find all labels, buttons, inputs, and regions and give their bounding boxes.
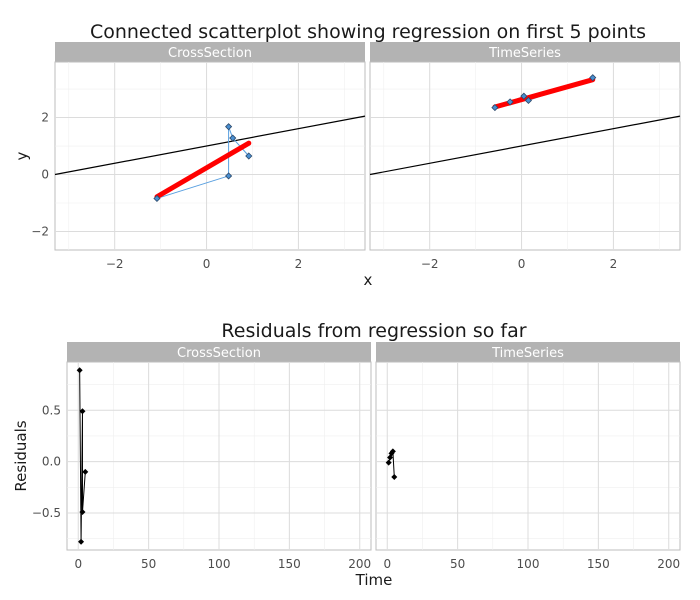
y-tick-label: 0.5 [42,403,61,417]
residual-point [389,448,396,455]
residual-point [76,367,83,374]
data-point [491,104,499,112]
bottom-strip-label-timeseries: TimeSeries [491,346,564,361]
bottom-y-tick-labels: −0.5 0.0 0.5 [32,403,61,520]
residual-point [78,538,85,545]
x-tick-label: 150 [278,557,301,571]
bottom-grid-timeseries [376,362,680,550]
data-point [589,74,597,82]
bottom-x-axis-title: Time [355,571,393,589]
data-point [520,92,528,100]
residual-point [391,474,398,481]
top-facet-crosssection: CrossSection [54,42,366,251]
x-tick-label: 2 [295,257,303,271]
top-strip-crosssection [55,42,365,62]
bottom-x-tick-labels: 0 50 100 150 200 0 50 100 150 200 [74,557,680,571]
x-tick-label: 50 [141,557,156,571]
bottom-chart: Residuals from regression so far CrossSe… [12,320,681,589]
bottom-chart-title: Residuals from regression so far [221,320,526,342]
data-point [225,172,233,180]
x-tick-label: 200 [657,557,680,571]
top-grid-timeseries [370,62,680,250]
top-panel-timeseries [369,61,681,251]
bottom-strip-crosssection [67,342,371,362]
bottom-y-axis-title: Residuals [12,420,30,491]
top-chart: Connected scatterplot showing regression… [13,21,681,289]
bottom-points-crosssection [76,367,89,545]
y-tick-label: 2 [41,111,49,125]
data-point [229,134,237,142]
data-point [245,152,253,160]
data-point [524,96,533,105]
y-tick-label: 0 [41,168,49,182]
x-tick-label: 100 [208,557,231,571]
top-points-timeseries [491,74,597,112]
x-tick-label: 100 [517,557,540,571]
top-points-crosssection [153,123,253,203]
regression-fit-line [154,140,252,200]
top-y-axis-title: y [13,151,31,160]
x-tick-label: 150 [587,557,610,571]
y-tick-label: −2 [31,224,49,238]
reference-line [54,115,366,176]
bottom-grid-crosssection [67,362,371,550]
data-point [506,98,514,106]
y-tick-label: −0.5 [32,506,61,520]
residual-point [82,468,89,475]
residual-point [385,459,392,466]
top-strip-label-crosssection: CrossSection [168,46,252,61]
x-tick-label: 50 [450,557,465,571]
top-chart-title: Connected scatterplot showing regression… [90,21,646,43]
x-tick-label: −2 [106,257,124,271]
y-tick-label: 0.0 [42,455,61,469]
reference-line [369,115,681,176]
top-reference-line-crosssection [54,115,366,176]
x-tick-label: 0 [383,557,391,571]
top-fit-line-crosssection [154,140,252,200]
x-tick-label: −2 [421,257,439,271]
top-strip-timeseries [370,42,680,62]
x-tick-label: 2 [610,257,618,271]
top-x-tick-labels: −2 0 2 −2 0 2 [106,257,617,271]
top-panel-crosssection [54,61,366,251]
x-tick-label: 200 [348,557,371,571]
x-tick-label: 0 [518,257,526,271]
x-tick-label: 0 [74,557,82,571]
residual-point [79,508,86,515]
bottom-facet-crosssection: CrossSection [66,342,372,551]
bottom-strip-timeseries [376,342,680,362]
top-grid-crosssection [55,62,365,250]
top-x-axis-title: x [364,271,373,289]
top-y-tick-labels: −2 0 2 [31,111,49,239]
x-tick-label: 0 [203,257,211,271]
data-point [153,194,161,203]
residual-point [79,408,86,415]
bottom-strip-label-crosssection: CrossSection [177,346,261,361]
top-strip-label-timeseries: TimeSeries [488,46,561,61]
data-point [225,123,233,131]
top-facet-timeseries: TimeSeries [369,42,681,251]
bottom-points-timeseries [385,448,398,481]
top-reference-line-timeseries [369,115,681,176]
bottom-facet-timeseries: TimeSeries [375,342,681,551]
